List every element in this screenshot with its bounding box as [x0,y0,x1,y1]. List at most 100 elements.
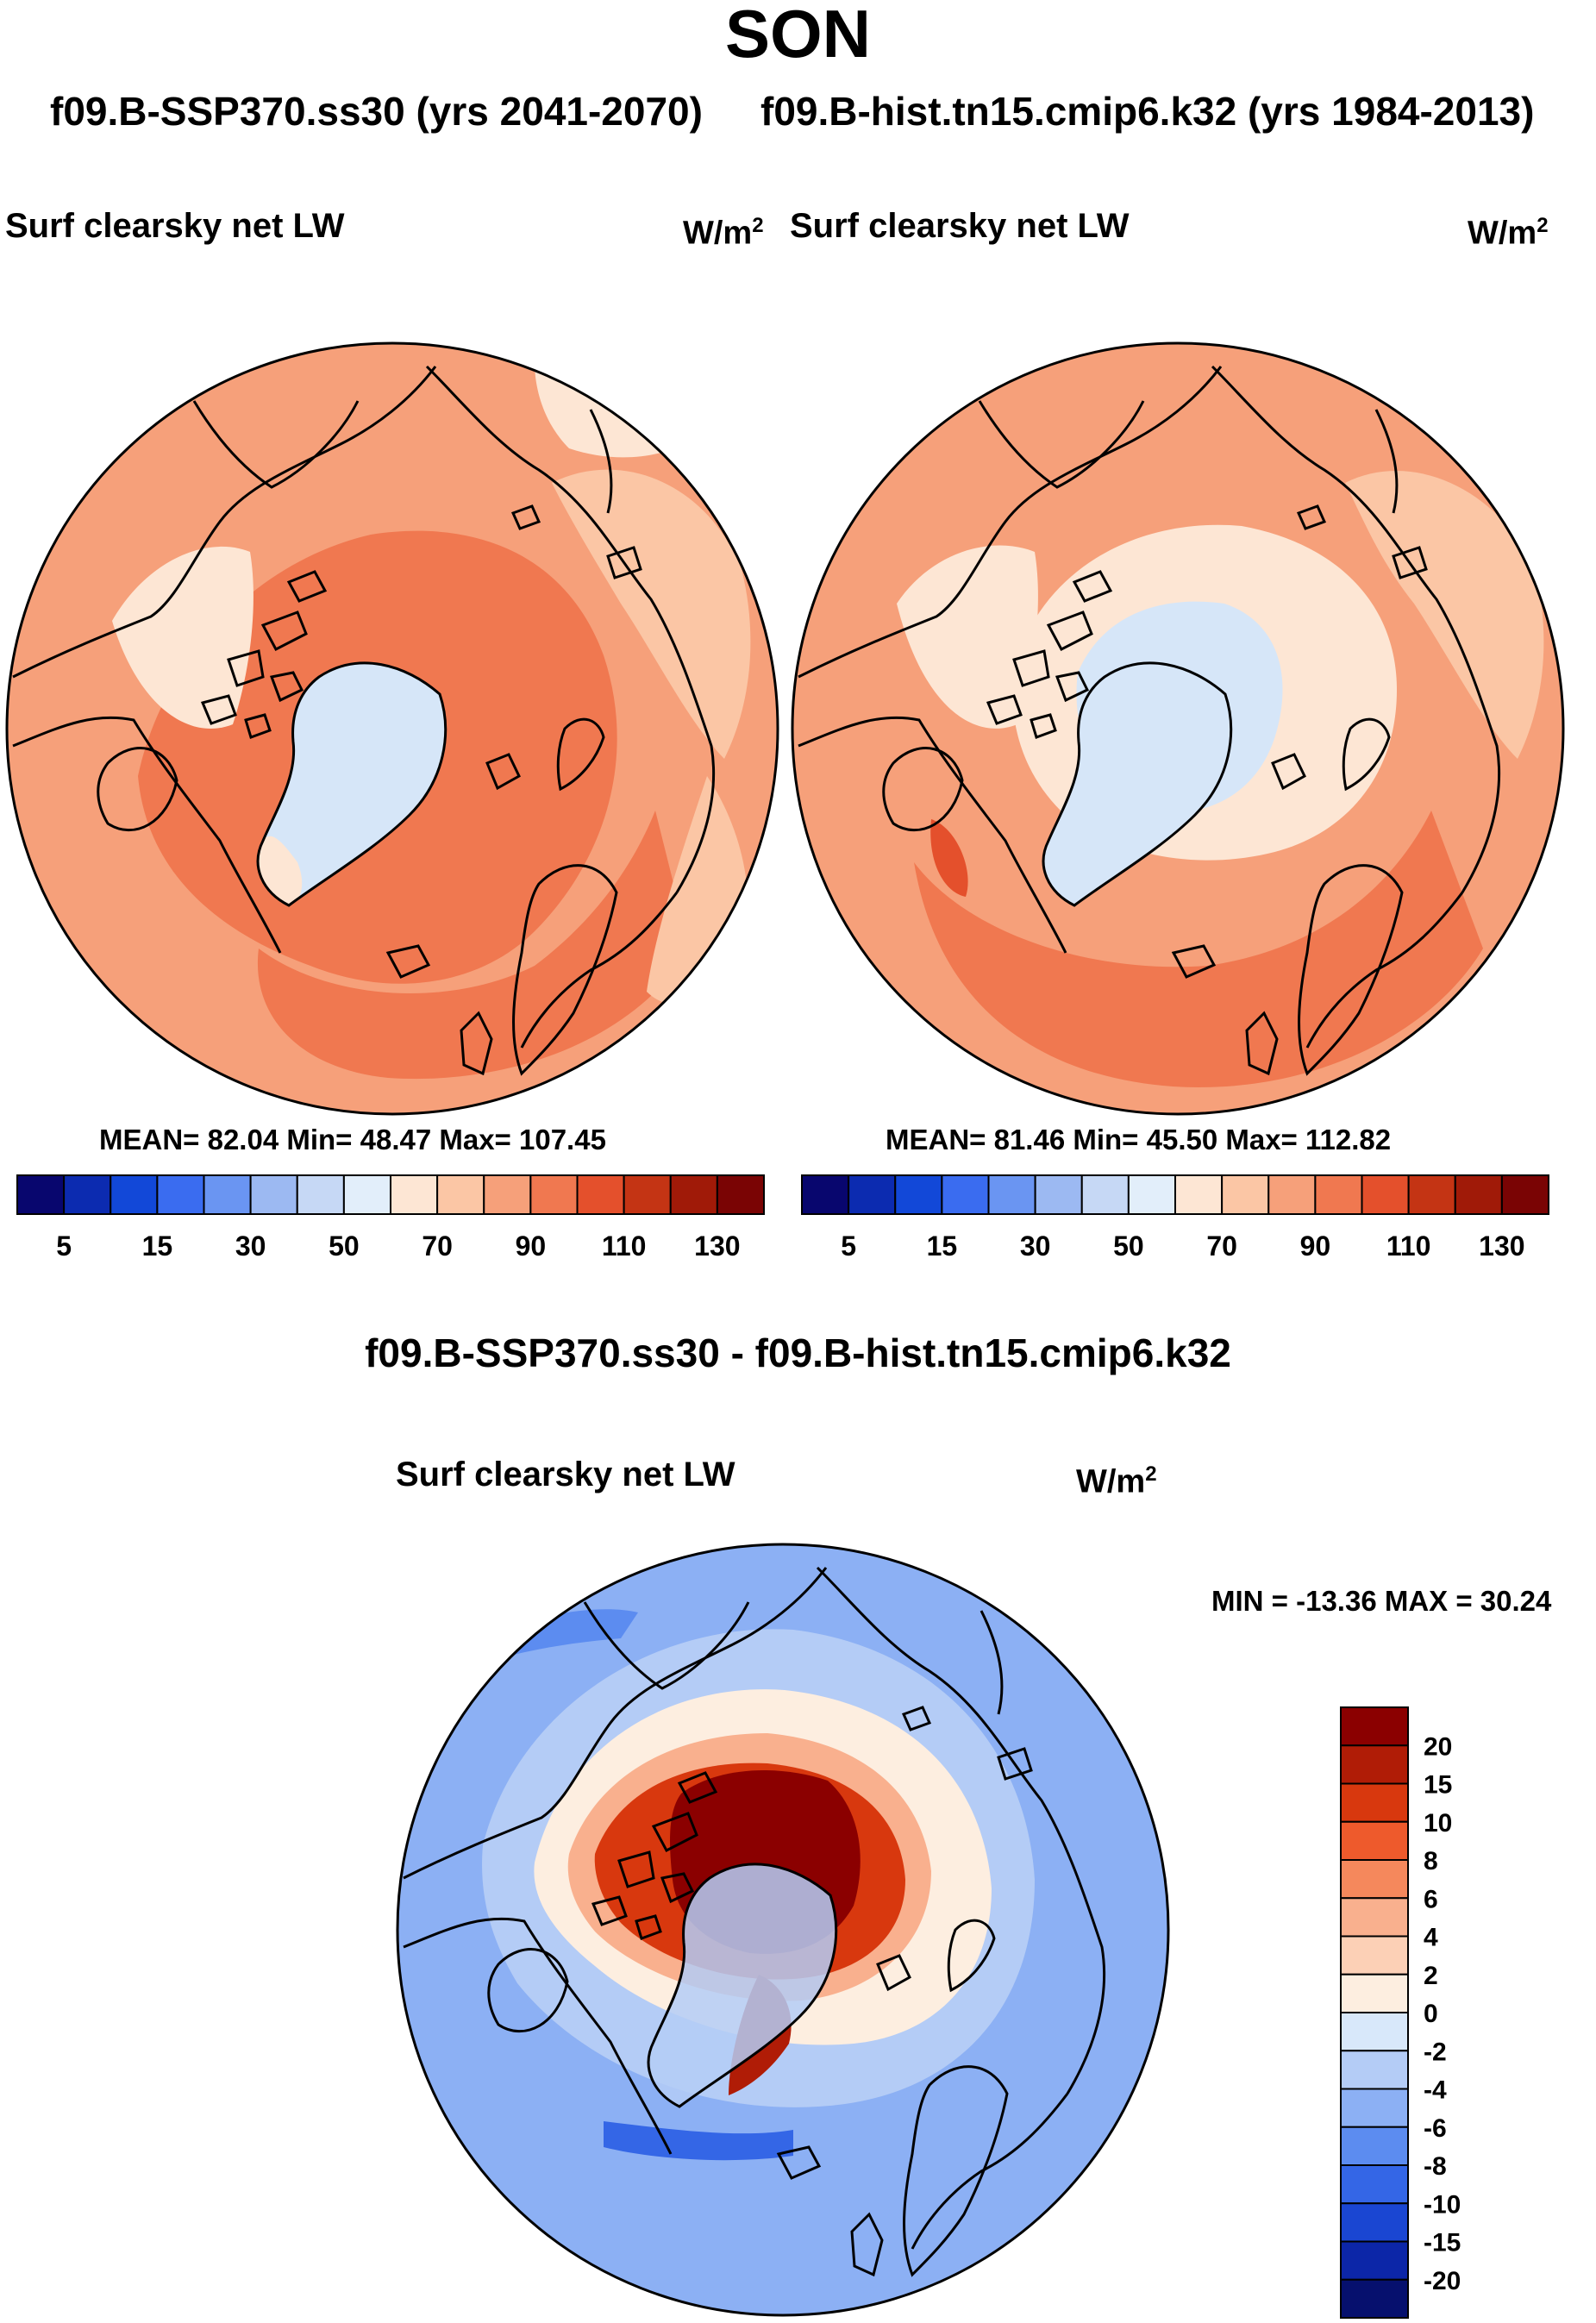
panel3-colorbar-box [1340,1706,1409,1747]
panel1-colorbar-tick-label: 130 [694,1230,740,1262]
panel3-colorbar-box [1340,2202,1409,2243]
panel3-colorbar-tick-label: 20 [1424,1732,1452,1761]
panel1-units: W/m2 [683,214,764,252]
panel3-colorbar-tick-label: -2 [1424,2038,1447,2066]
panel2-variable-label: Surf clearsky net LW [790,207,1130,245]
panel3-colorbar-box [1340,2164,1409,2205]
panel1-colorbar-box [576,1174,625,1215]
panel1-colorbar-box [203,1174,252,1215]
panel2-colorbar-box [1221,1174,1270,1215]
panel3-colorbar-tick-label: 6 [1424,1885,1438,1913]
panel1-colorbar-box [342,1174,391,1215]
panel2-region-canada [897,545,1038,729]
panel2-colorbar-box [801,1174,850,1215]
panel1-colorbar-tick-label: 50 [329,1230,360,1262]
panel3-colorbar-tick-label: -4 [1424,2076,1447,2105]
panel3-colorbar-tick-label: -8 [1424,2152,1447,2181]
panel1-variable-label: Surf clearsky net LW [5,207,345,245]
panel2-region-labrador [930,819,968,897]
panel2-colorbar-tick-label: 50 [1113,1230,1144,1262]
panel1-colorbar-tick-label: 5 [56,1230,72,1262]
panel1-colorbar-box [110,1174,159,1215]
panel2-colorbar: 5 15 30 50 70 90 110 130 [801,1174,1549,1262]
panel2-colorbar-box [1314,1174,1363,1215]
panel3-colorbar-box [1340,1820,1409,1861]
panel2-colorbar-tick-label: 15 [927,1230,958,1262]
panel3-colorbar-box [1340,1935,1409,1975]
panel3-colorbar-tick-label: 2 [1424,1962,1438,1990]
panel3-colorbar-tick-label: 4 [1424,1924,1438,1952]
panel2-polar-map [791,341,1565,1116]
panel2-colorbar-box [1500,1174,1549,1215]
panel3-units: W/m2 [1076,1462,1157,1500]
panel2-colorbar-tick-label: 90 [1300,1230,1331,1262]
panel1-colorbar-box [249,1174,298,1215]
figure-title: SON [724,0,872,72]
panel2-region-greenland [1043,662,1231,905]
left-run-title: f09.B-SSP370.ss30 (yrs 2041-2070) [50,89,703,134]
panel3-colorbar-box [1340,1973,1409,2013]
panel1-colorbar-box [16,1174,66,1215]
panel3-colorbar-tick-label: -15 [1424,2229,1461,2257]
panel1-colorbar-tick-label: 70 [422,1230,453,1262]
panel3-colorbar-tick-label: 8 [1424,1847,1438,1875]
panel1-colorbar-box [716,1174,765,1215]
panel3-colorbar-tick-label: -20 [1424,2267,1461,2295]
panel3-region-atlantic-cooling [604,2121,793,2161]
panel3-colorbar-tick-label: -6 [1424,2114,1447,2143]
panel2-colorbar-tick-label: 110 [1386,1230,1431,1262]
panel3-stats: MIN = -13.36 MAX = 30.24 [1211,1585,1552,1617]
panel1-colorbar-box [483,1174,532,1215]
panel1-stats: MEAN= 82.04 Min= 48.47 Max= 107.45 [99,1124,606,1155]
panel1-polar-map [5,341,779,1116]
panel2-colorbar-box [1127,1174,1176,1215]
panel1-colorbar-box [623,1174,672,1215]
panel3-colorbar-box [1340,2126,1409,2166]
panel3-colorbar-box [1340,1859,1409,1900]
panel3-colorbar-box [1340,2278,1409,2319]
panel3-map-border [396,1543,1170,2317]
panel2-colorbar-box [1454,1174,1503,1215]
panel2-colorbar-tick-label: 70 [1206,1230,1237,1262]
panel1-colorbar-box [669,1174,718,1215]
difference-title: f09.B-SSP370.ss30 - f09.B-hist.tn15.cmip… [365,1331,1231,1375]
panel2-map-border [791,341,1565,1116]
panel2-colorbar-tick-label: 5 [841,1230,856,1262]
panel1-colorbar-box [436,1174,485,1215]
panel2-units: W/m2 [1468,214,1549,252]
panel2-colorbar-box [894,1174,943,1215]
panel2-colorbar-box [848,1174,897,1215]
panel1-colorbar-tick-label: 90 [516,1230,547,1262]
panel3-colorbar-box [1340,2050,1409,2090]
panel2-colorbar-tick-label: 30 [1020,1230,1051,1262]
panel1-colorbar-box [156,1174,205,1215]
panel1-region-nordic-seas [257,811,690,1080]
right-run-title: f09.B-hist.tn15.cmip6.k32 (yrs 1984-2013… [760,89,1535,134]
panel2-colorbar-box [1080,1174,1130,1215]
panel3-colorbar-box [1340,2240,1409,2281]
panel2-colorbar-box [987,1174,1036,1215]
panel1-colorbar-tick-label: 110 [602,1230,647,1262]
panel3-colorbar-box [1340,1897,1409,1938]
panel3-colorbar-tick-label: 15 [1424,1771,1452,1800]
panel2-region-north-atlantic [914,811,1483,1087]
panel1-colorbar-box [529,1174,579,1215]
panel2-colorbar-box [1361,1174,1410,1215]
panel2-stats: MEAN= 81.46 Min= 45.50 Max= 112.82 [886,1124,1392,1155]
panel1-region-canada [112,546,253,729]
panel1-colorbar-box [296,1174,345,1215]
panel1-colorbar: 5 15 30 50 70 90 110 130 [16,1174,765,1262]
panel3-colorbar-box [1340,1744,1409,1785]
panel1-colorbar-box [390,1174,439,1215]
panel3-region-greenland [648,1863,836,2107]
panel2-colorbar-box [1174,1174,1224,1215]
panel1-region-siberia [552,469,751,759]
panel3-colorbar-tick-label: 0 [1424,2000,1438,2028]
panel2-colorbar-box [1034,1174,1083,1215]
panel1-colorbar-tick-label: 30 [235,1230,266,1262]
panel3-colorbar-box [1340,1782,1409,1823]
panel2-colorbar-box [941,1174,990,1215]
panel2-colorbar-box [1407,1174,1456,1215]
